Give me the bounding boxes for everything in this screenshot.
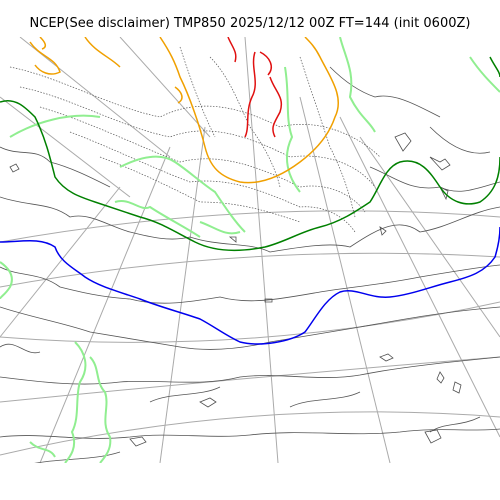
cold-line: [0, 226, 500, 345]
dotted-contours: [9, 46, 381, 233]
map-title: NCEP(See disclaimer) TMP850 2025/12/12 0…: [29, 16, 471, 31]
coastline-fragments: [9, 132, 462, 447]
moisture-contours: [0, 37, 500, 463]
red-isotherms: [227, 37, 282, 138]
map-panel: [0, 37, 500, 463]
orange-isotherms: [29, 37, 340, 184]
